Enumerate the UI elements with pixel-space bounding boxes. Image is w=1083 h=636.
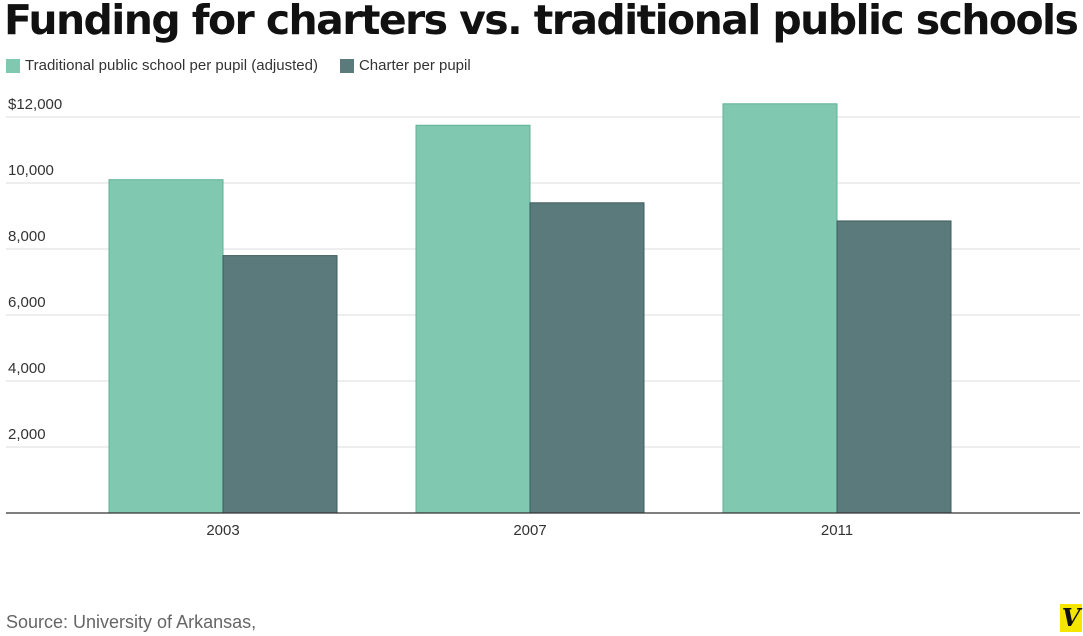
legend-swatch-charter	[339, 58, 354, 73]
legend-item-traditional: Traditional public school per pupil (adj…	[6, 57, 318, 74]
bar	[415, 124, 531, 514]
bar	[222, 255, 338, 514]
y-tick-label: $12,000	[8, 96, 62, 113]
y-tick-label: 10,000	[8, 162, 54, 179]
vox-logo: V	[1060, 603, 1082, 632]
bar-chart: 2,000 4,000 6,000 8,000 10,000 $12,000 2003 200…	[6, 96, 1080, 539]
y-tick-label: 6,000	[8, 294, 46, 311]
bar	[529, 202, 645, 514]
bar	[836, 220, 952, 514]
legend-label-traditional: Traditional public school per pupil (adj…	[25, 57, 318, 74]
legend: Traditional public school per pupil (adj…	[6, 57, 493, 74]
legend-item-charter: Charter per pupil	[339, 57, 471, 74]
x-tick-label: 2007	[513, 522, 546, 539]
x-tick-label: 2011	[821, 522, 853, 539]
chart-title: Funding for charters vs. traditional pub…	[4, 0, 1079, 44]
legend-label-charter: Charter per pupil	[358, 57, 471, 74]
y-tick-label: 2,000	[8, 426, 46, 443]
bar	[722, 103, 838, 514]
legend-swatch-traditional	[6, 58, 20, 73]
bar	[108, 179, 224, 514]
y-tick-label: 8,000	[8, 228, 46, 245]
y-tick-label: 4,000	[8, 360, 46, 377]
x-tick-label: 2003	[206, 522, 239, 539]
source-note: Source: University of Arkansas,	[6, 612, 257, 632]
